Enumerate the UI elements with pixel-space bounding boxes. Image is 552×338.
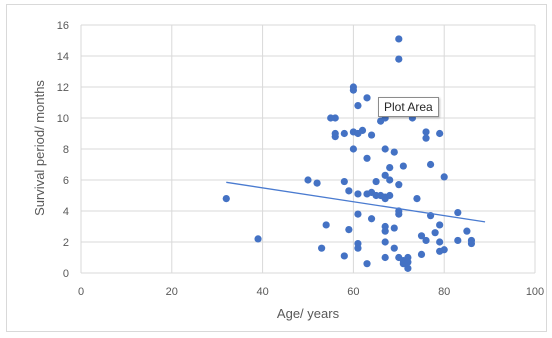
data-point [454, 208, 462, 217]
data-point [467, 239, 476, 248]
trendline [226, 181, 486, 223]
data-point [390, 224, 398, 232]
data-point [436, 221, 444, 229]
data-point [367, 215, 376, 223]
data-point [436, 238, 444, 246]
data-point [313, 179, 321, 187]
data-point [417, 250, 426, 258]
data-point [413, 195, 421, 203]
data-point [395, 210, 403, 218]
data-point [367, 131, 376, 139]
data-point [340, 252, 348, 260]
data-point [363, 94, 371, 102]
data-point [431, 229, 439, 237]
data-point [381, 238, 389, 246]
data-point [395, 181, 403, 189]
data-point [386, 164, 394, 172]
x-axis-title: Age/ years [277, 306, 340, 321]
y-tick-label: 10 [57, 113, 69, 125]
y-tick-label: 16 [57, 20, 69, 32]
data-point [358, 126, 367, 134]
gridlines [80, 24, 536, 274]
y-tick-label: 12 [57, 82, 69, 94]
data-point [354, 190, 362, 198]
data-point [417, 232, 426, 240]
tick-labels: 0 2 4 6 8 10 12 14 16 0 20 40 60 80 100 [57, 20, 544, 298]
data-point [318, 244, 326, 252]
data-point [354, 102, 362, 110]
data-point [372, 177, 380, 186]
data-point [422, 236, 430, 245]
data-point [395, 55, 403, 63]
data-point [363, 154, 371, 162]
data-point [440, 173, 448, 181]
data-point [331, 114, 339, 122]
data-point [381, 253, 389, 262]
data-points [222, 35, 476, 272]
x-tick-label: 100 [526, 286, 544, 298]
data-point [345, 226, 353, 234]
x-tick-label: 0 [78, 286, 84, 298]
data-point [436, 129, 444, 138]
x-tick-label: 20 [166, 286, 178, 298]
data-point [349, 86, 357, 94]
data-point [399, 162, 407, 170]
data-point [381, 227, 389, 235]
data-point [454, 236, 462, 245]
data-point [304, 176, 312, 184]
x-tick-label: 60 [347, 286, 359, 298]
data-point [386, 176, 394, 184]
data-point [381, 171, 389, 179]
data-point [340, 129, 348, 138]
y-tick-label: 2 [63, 237, 69, 249]
y-tick-label: 4 [63, 206, 69, 218]
data-point [354, 244, 362, 252]
data-point [440, 246, 448, 254]
x-tick-label: 80 [438, 286, 450, 298]
data-point [345, 187, 353, 195]
y-tick-label: 8 [63, 144, 69, 156]
data-point [254, 235, 262, 243]
data-point [331, 133, 339, 141]
x-tick-label: 40 [256, 286, 268, 298]
data-point [363, 260, 371, 268]
plot-area-tooltip: Plot Area [378, 97, 439, 117]
data-point [322, 221, 330, 229]
trendline-layer [226, 181, 486, 223]
data-point [463, 227, 471, 235]
data-point [390, 244, 398, 252]
data-point [222, 195, 230, 203]
data-point [390, 148, 398, 156]
chart-area-border [6, 4, 547, 332]
data-point [349, 145, 357, 153]
data-point [340, 177, 348, 186]
data-point [386, 191, 394, 200]
y-tick-label: 6 [63, 175, 69, 187]
data-point [395, 35, 403, 43]
y-tick-label: 14 [57, 51, 69, 63]
data-point [422, 128, 430, 136]
data-point [422, 134, 430, 142]
data-point [404, 258, 412, 266]
data-point [381, 145, 389, 153]
data-point [404, 264, 412, 272]
y-tick-label: 0 [63, 268, 69, 280]
y-axis-title: Survival period/ months [32, 80, 47, 216]
data-point [426, 160, 435, 169]
data-point [354, 210, 362, 218]
